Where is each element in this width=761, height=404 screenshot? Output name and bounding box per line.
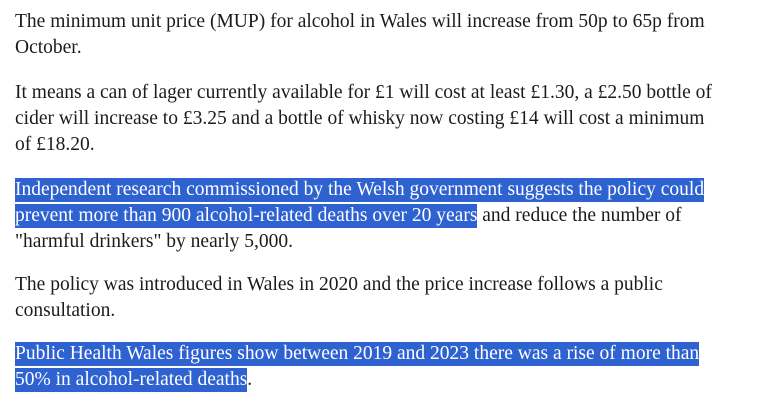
text: "harmful drinkers" by nearly 5,000. <box>15 231 294 252</box>
text-line: of £18.20. <box>15 132 755 158</box>
text-line: cider will increase to £3.25 and a bottl… <box>15 106 755 132</box>
text-line: prevent more than 900 alcohol-related de… <box>15 203 755 229</box>
text: The minimum unit price (MUP) for alcohol… <box>15 11 705 32</box>
text-line: The minimum unit price (MUP) for alcohol… <box>15 9 755 35</box>
text: It means a can of lager currently availa… <box>15 82 712 103</box>
text-line: Independent research commissioned by the… <box>15 177 755 203</box>
text: cider will increase to £3.25 and a bottl… <box>15 108 705 129</box>
text: October. <box>15 37 82 58</box>
paragraph: The minimum unit price (MUP) for alcohol… <box>15 9 755 61</box>
paragraph: Public Health Wales figures show between… <box>15 341 755 393</box>
paragraph: It means a can of lager currently availa… <box>15 80 755 158</box>
text-line: "harmful drinkers" by nearly 5,000. <box>15 229 755 255</box>
text-line: consultation. <box>15 298 755 324</box>
paragraph: Independent research commissioned by the… <box>15 177 755 255</box>
selected-text: prevent more than 900 alcohol-related de… <box>15 204 478 228</box>
text: of £18.20. <box>15 134 95 155</box>
selected-text: Public Health Wales figures show between… <box>15 342 700 366</box>
text-line: The policy was introduced in Wales in 20… <box>15 272 755 298</box>
text: consultation. <box>15 300 116 321</box>
text: . <box>247 369 253 390</box>
text: and reduce the number of <box>477 205 682 226</box>
selected-text: Independent research commissioned by the… <box>15 178 705 202</box>
text-line: 50% in alcohol-related deaths. <box>15 367 755 393</box>
text-line: It means a can of lager currently availa… <box>15 80 755 106</box>
text: The policy was introduced in Wales in 20… <box>15 274 663 295</box>
text-line: Public Health Wales figures show between… <box>15 341 755 367</box>
selected-text: 50% in alcohol-related deaths <box>15 368 248 392</box>
text-line: October. <box>15 35 755 61</box>
paragraph: The policy was introduced in Wales in 20… <box>15 272 755 324</box>
